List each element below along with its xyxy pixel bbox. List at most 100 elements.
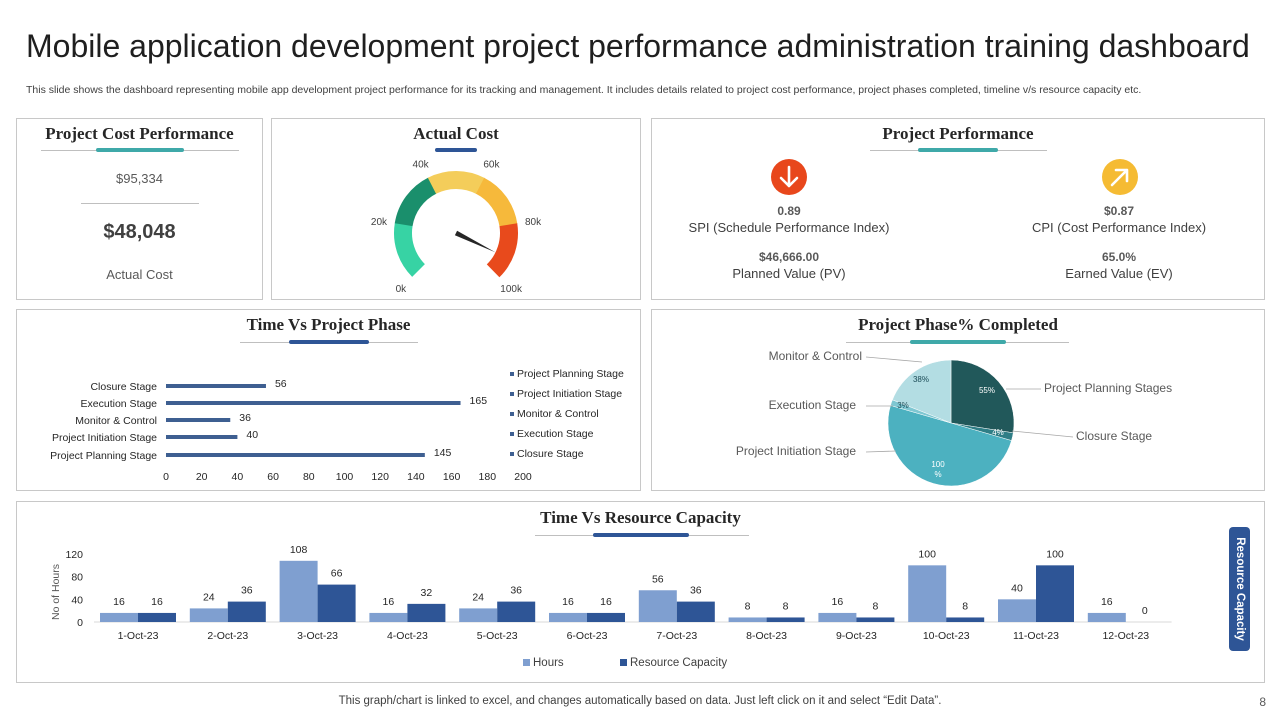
title-accent bbox=[289, 340, 369, 344]
x-tick-label: 0 bbox=[163, 471, 169, 483]
column-bar bbox=[100, 612, 138, 622]
phase-completed-panel: Project Phase% Completed 55% 4% 100% 3% 38% P… bbox=[651, 309, 1265, 491]
leader-line bbox=[865, 450, 897, 453]
slice-category-label: Project Initiation Stage bbox=[736, 444, 856, 458]
slice-category-label: Closure Stage bbox=[1076, 429, 1152, 443]
legend-label: Monitor & Control bbox=[517, 408, 599, 420]
phase-bar bbox=[166, 384, 266, 388]
data-label: 8 bbox=[745, 600, 751, 612]
column-bar bbox=[946, 617, 985, 622]
data-label: 40 bbox=[246, 429, 258, 441]
data-label: 36 bbox=[510, 585, 522, 597]
column-bar bbox=[1087, 612, 1126, 622]
category-label: Monitor & Control bbox=[75, 415, 157, 427]
data-label: 66 bbox=[331, 568, 343, 580]
phase-completed-title: Project Phase% Completed bbox=[858, 315, 1058, 334]
x-tick-label: 12-Oct-23 bbox=[1102, 630, 1149, 642]
x-tick-label: 200 bbox=[514, 471, 532, 483]
spi-label: SPI (Schedule Performance Index) bbox=[688, 220, 890, 235]
footer-note: This graph/chart is linked to excel, and… bbox=[338, 695, 942, 707]
data-label: 145 bbox=[434, 447, 452, 459]
cpi-label: CPI (Cost Performance Index) bbox=[1031, 220, 1207, 235]
data-label: 16 bbox=[383, 596, 395, 608]
data-label: 24 bbox=[472, 591, 484, 603]
category-label: Closure Stage bbox=[90, 381, 157, 393]
slice-category-label: Execution Stage bbox=[769, 398, 857, 412]
resource-capacity-tab-label: Resource Capacity bbox=[1233, 537, 1246, 641]
column-bar bbox=[728, 617, 767, 622]
resource-capacity-tab[interactable]: Resource Capacity bbox=[1229, 527, 1250, 651]
legend-label: Project Planning Stage bbox=[517, 368, 624, 380]
slice-value-label: 100 bbox=[931, 460, 945, 469]
column-bar bbox=[138, 612, 176, 622]
slice-value-label: 3% bbox=[897, 401, 909, 410]
y-tick-label: 80 bbox=[71, 572, 83, 584]
title-accent bbox=[910, 340, 1006, 344]
data-label: 0 bbox=[1142, 605, 1148, 617]
x-tick-label: 120 bbox=[371, 471, 389, 483]
slice-value-label: 4% bbox=[992, 428, 1004, 437]
legend-marker bbox=[510, 372, 514, 376]
slice-value-label: 38% bbox=[913, 375, 929, 384]
x-tick-label: 140 bbox=[407, 471, 425, 483]
phase-bar bbox=[166, 453, 425, 457]
column-bar bbox=[638, 590, 677, 622]
data-label: 56 bbox=[652, 573, 664, 585]
data-label: 108 bbox=[290, 544, 308, 556]
gauge-segment bbox=[427, 170, 485, 194]
x-tick-label: 160 bbox=[443, 471, 461, 483]
title-accent bbox=[593, 533, 689, 537]
gauge-tick-label: 0k bbox=[396, 284, 408, 295]
data-label: 56 bbox=[275, 378, 287, 390]
column-bar bbox=[856, 617, 895, 622]
category-label: Project Initiation Stage bbox=[52, 432, 157, 444]
x-tick-label: 7-Oct-23 bbox=[656, 630, 697, 642]
category-label: Project Planning Stage bbox=[50, 450, 157, 462]
actual-cost-value: $48,048 bbox=[103, 221, 176, 243]
cost-performance-panel: Project Cost Performance $95,334 $48,048… bbox=[16, 118, 263, 300]
legend-marker bbox=[523, 659, 530, 666]
legend-marker bbox=[510, 432, 514, 436]
slice-value-label: 55% bbox=[979, 386, 995, 395]
actual-cost-panel: Actual Cost 0k 20k 40k 60k 80k 100k bbox=[271, 118, 641, 300]
column-bar bbox=[676, 601, 715, 622]
cost-performance-title: Project Cost Performance bbox=[45, 124, 234, 143]
cpi-value: $0.87 bbox=[1103, 204, 1135, 218]
data-label: 24 bbox=[203, 591, 215, 603]
data-label: 100 bbox=[918, 548, 936, 560]
legend-label: Closure Stage bbox=[517, 448, 584, 460]
pv-label: Planned Value (PV) bbox=[732, 266, 846, 281]
gauge-segment bbox=[475, 177, 518, 227]
phase-completed-pie: 55% 4% 100% 3% 38% Project Planning Stages Clo… bbox=[736, 349, 1172, 487]
data-label: 36 bbox=[241, 585, 253, 597]
x-tick-label: 20 bbox=[196, 471, 208, 483]
title-accent bbox=[96, 148, 184, 152]
phase-bar bbox=[166, 418, 231, 422]
arrow-up-right-circle-icon bbox=[1102, 159, 1138, 195]
legend-marker bbox=[510, 392, 514, 396]
ev-label: Earned Value (EV) bbox=[1065, 266, 1173, 281]
time-vs-phase-chart: Closure Stage 56 Execution Stage 165 Monitor… bbox=[50, 368, 624, 483]
title-accent bbox=[435, 148, 477, 152]
data-label: 36 bbox=[239, 412, 251, 424]
category-label: Execution Stage bbox=[81, 398, 158, 410]
spi-value: 0.89 bbox=[777, 204, 801, 218]
arrow-down-circle-icon bbox=[771, 159, 807, 195]
leader-line bbox=[1011, 430, 1074, 438]
project-performance-title: Project Performance bbox=[882, 124, 1034, 143]
legend-marker bbox=[620, 659, 627, 666]
title-accent bbox=[918, 148, 998, 152]
y-axis-label: No of Hours bbox=[50, 564, 62, 620]
pie-slice bbox=[950, 359, 1015, 434]
data-label: 8 bbox=[872, 600, 878, 612]
pv-value: $46,666.00 bbox=[758, 250, 820, 264]
column-bar bbox=[998, 599, 1036, 622]
x-tick-label: 40 bbox=[232, 471, 244, 483]
data-label: 8 bbox=[783, 600, 789, 612]
legend-marker bbox=[510, 412, 514, 416]
column-bar bbox=[317, 584, 356, 622]
column-bar bbox=[227, 601, 266, 622]
x-tick-label: 8-Oct-23 bbox=[746, 630, 787, 642]
gauge-needle bbox=[454, 230, 496, 253]
